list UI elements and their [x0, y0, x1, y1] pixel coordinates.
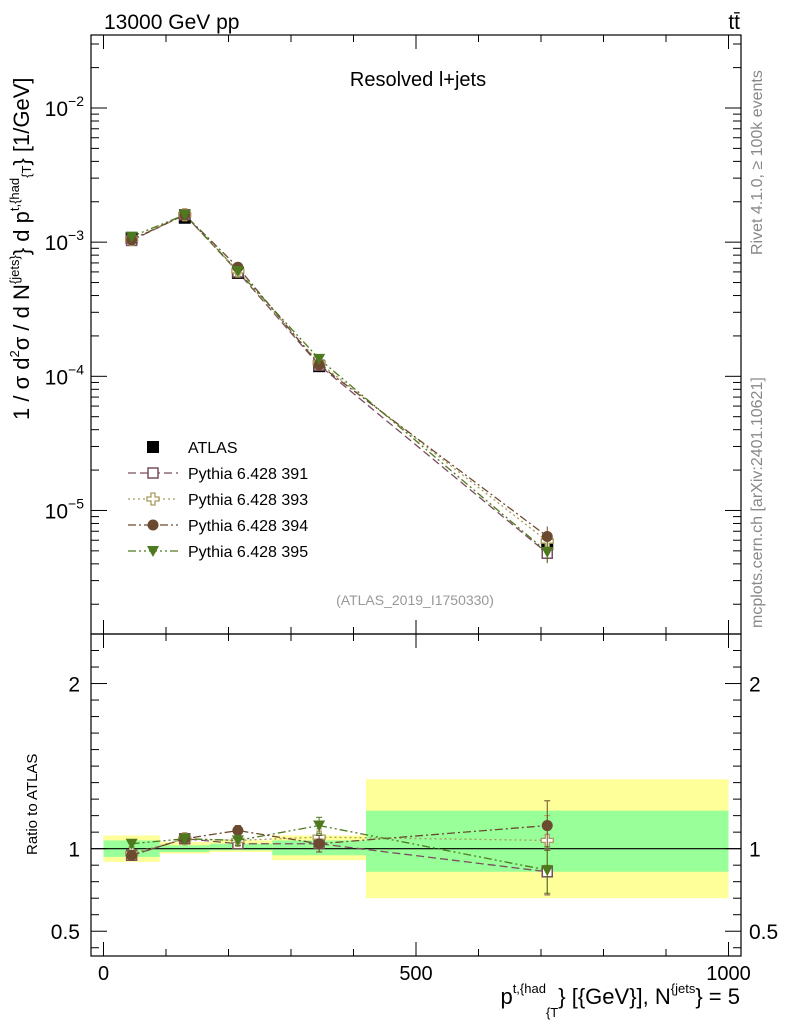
rivet-note: Rivet 4.1.0, ≥ 100k events [749, 70, 766, 255]
y-label-sup: {jets} [7, 255, 22, 285]
plot-title: Resolved l+jets [350, 69, 486, 91]
analysis-id: (ATLAS_2019_I1750330) [336, 592, 494, 608]
data-marker [178, 833, 191, 845]
y-tick-exponent: −4 [68, 361, 84, 377]
y-label-part: σ / d N [9, 284, 34, 350]
legend-label: Pythia 6.428 393 [188, 492, 308, 509]
y-label-sub: {T [19, 166, 34, 178]
ratio-panel: 0 500 1000 0.5 0.5 1 1 2 2 [51, 35, 778, 985]
x-label-sub: {T [546, 1005, 558, 1020]
y-tick-base: 10 [45, 98, 68, 121]
data-marker [146, 492, 160, 506]
y-tick-label: 10−2 [45, 93, 85, 121]
data-marker [541, 865, 554, 877]
y-tick-label-right: 2 [749, 674, 761, 697]
data-marker [147, 519, 159, 531]
y-tick-label: 10−4 [45, 361, 85, 389]
y-tick-label: 0.5 [51, 921, 80, 944]
data-marker [147, 467, 159, 479]
legend-label: Pythia 6.428 391 [188, 466, 308, 483]
x-axis-label: pt,{had{T} [{GeV}], N{jets} = 5 [500, 981, 740, 1020]
y-label-sup: 2 [7, 350, 22, 357]
y-label-sup: t,{had [7, 178, 22, 211]
y-tick-label-right: 1 [749, 839, 761, 862]
legend-label: Pythia 6.428 395 [188, 544, 308, 561]
y-label-part: } d p [9, 211, 34, 255]
legend-label: ATLAS [188, 440, 238, 457]
data-marker [541, 530, 553, 542]
x-tick-label: 1000 [706, 963, 751, 985]
series-line [131, 213, 548, 553]
x-label-sup: t,{had [513, 981, 546, 996]
y-tick-exponent: −5 [68, 495, 84, 511]
y-tick-label: 2 [68, 674, 80, 697]
y-tick-label: 10−5 [45, 495, 85, 523]
data-marker [541, 820, 553, 832]
y-tick-label: 1 [68, 839, 80, 862]
data-marker [125, 838, 138, 850]
process-label: tt̄ [728, 11, 740, 34]
ratio-series-line [131, 824, 548, 856]
y-label-part: } [1/GeV] [9, 78, 34, 166]
y-tick-exponent: −2 [68, 93, 84, 109]
ratio-y-axis-label: Ratio to ATLAS [24, 754, 41, 855]
data-marker [313, 820, 326, 832]
mcplots-note: mcplots.cern.ch [arXiv:2401.10621] [749, 377, 766, 628]
data-marker [231, 265, 244, 277]
data-marker [126, 849, 138, 861]
y-tick-base: 10 [45, 500, 68, 523]
y-tick-label-right: 0.5 [749, 921, 778, 944]
x-label-sup: {jets [671, 981, 696, 996]
data-marker [232, 825, 244, 837]
data-marker [125, 231, 138, 243]
x-label-part: p [500, 984, 512, 1009]
legend-label: Pythia 6.428 394 [188, 518, 308, 535]
data-marker [541, 547, 554, 559]
y-tick-label: 10−3 [45, 227, 85, 255]
x-label-part: } [{GeV}], N [558, 984, 671, 1009]
y-label-part: 1 / σ d [9, 358, 34, 421]
y-tick-base: 10 [45, 232, 68, 255]
x-tick-label: 500 [399, 963, 432, 985]
data-marker [313, 353, 326, 365]
data-marker [147, 546, 159, 557]
data-marker [178, 209, 191, 221]
x-tick-label: 0 [98, 963, 109, 985]
main-y-axis-label: 1 / σ d2σ / d N{jets}} d pt,{had{T} [1/G… [7, 78, 34, 420]
y-tick-base: 10 [45, 366, 68, 389]
energy-label: 13000 GeV pp [104, 11, 239, 34]
data-marker [147, 441, 159, 453]
data-marker [313, 838, 325, 850]
x-label-part: } = 5 [695, 984, 740, 1009]
data-marker [231, 835, 244, 847]
y-tick-exponent: −3 [68, 227, 84, 243]
